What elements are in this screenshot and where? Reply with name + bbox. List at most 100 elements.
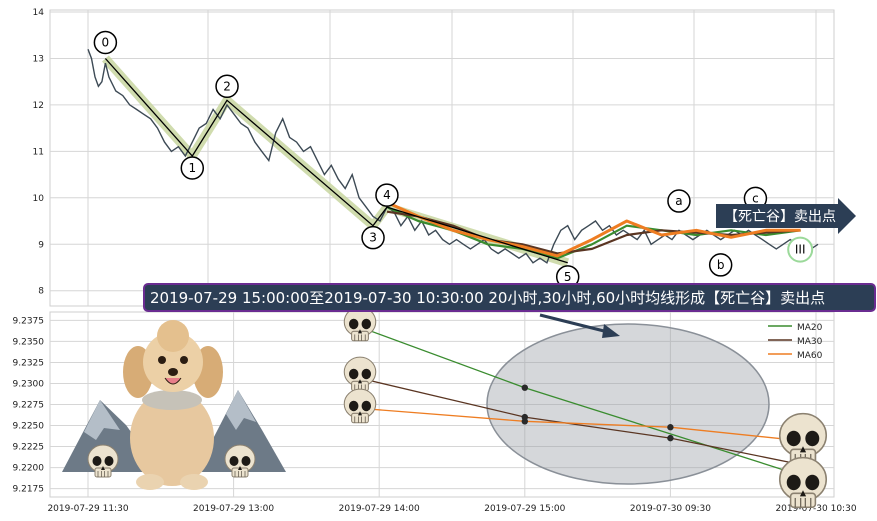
wave-marker-label: 3 [369,231,377,245]
ma-y-tick-label: 9.2325 [13,358,45,368]
skull-decorations [87,306,828,509]
ma-intersection-points [521,384,674,442]
skull-icon [343,356,377,392]
price-y-tick-label: 14 [33,8,45,18]
poodle-nose [168,368,178,376]
ma-y-tick-label: 9.2275 [13,401,45,411]
poodle-dog-illustration [123,320,223,490]
poodle-topknot [157,320,189,352]
skull-icon [778,456,828,509]
price-y-ticks: 14 13 12 11 10 9 8 [33,8,45,297]
banner-pointer-arrow [539,313,620,338]
skull-eye [348,368,359,380]
ma-x-tick-label: 2019-07-29 13:00 [193,504,274,514]
skull-eye [104,456,114,466]
skull-eye [805,430,820,447]
skull-eye [241,456,251,466]
ma-y-tick-label: 9.2350 [13,337,45,347]
ma-x-ticks: 2019-07-29 11:30 2019-07-29 13:00 2019-07-… [47,504,856,514]
wave-lines [104,58,568,264]
poodle-head [143,332,203,392]
wave-marker-circle [180,156,205,180]
legend-label-ma20: MA20 [797,323,823,333]
crossover-highlight-ellipse [486,323,770,485]
legend: MA20 MA30 MA60 [768,323,823,361]
skull-eye [361,368,372,380]
poodle-eye-left [158,356,166,364]
skull-eye [348,318,359,330]
ma-series-line-ma30 [364,378,817,469]
skull-nose [799,490,807,497]
wave-marker-circle [667,189,691,213]
skull-icon [343,388,377,424]
ma-x-tick-label: 2019-07-30 09:30 [630,504,711,514]
wave-marker-label: a [675,194,682,208]
wave-marker-circle [361,225,385,250]
sell-point-arrow-shape [716,198,856,234]
price-y-tick-label: 10 [33,194,45,204]
summary-banner: 2019-07-29 15:00:00至2019-07-30 10:30:00 … [143,283,876,312]
price-y-tick-label: 8 [38,287,44,297]
ma-x-tick-label: 2019-07-29 15:00 [484,504,565,514]
skull-nose [238,466,242,470]
price-series-line [87,48,819,264]
wave-marker-circle [375,183,399,207]
ma-lines [386,201,801,260]
price-y-tick-label: 11 [33,147,44,157]
ma-y-tick-label: 9.2300 [13,379,45,389]
wave-marker-label: 5 [564,270,572,284]
skull-eye [805,474,820,491]
price-panel-frame [49,9,835,307]
sell-point-label: 【死亡谷】卖出点 [724,209,836,225]
summary-banner-text: 2019-07-29 15:00:00至2019-07-30 10:30:00 … [150,289,825,307]
skull-nose [101,466,105,470]
ma-series-line-ma20 [364,328,817,481]
ma-x-tick-label: 2019-07-29 14:00 [339,504,420,514]
price-y-tick-label: 13 [33,54,44,64]
poodle-scarf [142,390,202,410]
wave-path [104,58,568,264]
poodle-body [130,390,214,486]
skull-eye [229,456,239,466]
wave-marker-label: 1 [188,161,196,175]
skull-eye [361,318,372,330]
price-ma-line-ma30 [386,210,801,255]
skull-nose [357,329,363,334]
wave-marker-label: 0 [102,35,110,49]
skull-eye [348,400,359,412]
wave-marker-label: 2 [223,79,231,93]
skull-nose [357,379,363,384]
wave-marker-circle [215,74,239,99]
poodle-leg-right [180,474,208,490]
legend-label-ma30: MA30 [797,337,823,347]
skull-eye [786,474,801,491]
price-y-tick-label: 9 [38,240,44,250]
wave-marker-circle [708,253,733,277]
price-ma-line-ma60 [386,201,801,258]
legend-label-ma60: MA60 [797,351,823,361]
skull-eye [786,430,801,447]
ma-intersection-point [667,434,674,442]
skull-icon [224,444,256,478]
wave-marker-label: 4 [383,188,391,202]
ma-x-tick-label: 2019-07-30 10:30 [775,504,856,514]
sell-point-arrow: 【死亡谷】卖出点 [716,198,856,234]
ma-y-ticks: 9.2375 9.2350 9.2325 9.2300 9.2275 9.2250 9.22… [13,316,45,494]
wave-marker-label: b [717,258,725,272]
mountain-right-snow [226,390,256,430]
poodle-eye-right [180,356,188,364]
skull-icon [87,444,119,478]
price-line [87,48,819,264]
mountain-right [196,390,286,472]
wave-marker-circle [787,236,814,263]
ma-series-line-ma60 [364,408,817,443]
skull-icon [343,306,377,342]
wave-markers: 0 1 2 3 4 5 a b c III [93,30,814,289]
ma-intersection-point [521,418,528,425]
ma-y-tick-label: 9.2175 [13,485,45,495]
ma-y-tick-label: 9.2250 [13,422,45,432]
ma-crossover-series [364,328,817,481]
wave-marker-circle [93,30,118,55]
